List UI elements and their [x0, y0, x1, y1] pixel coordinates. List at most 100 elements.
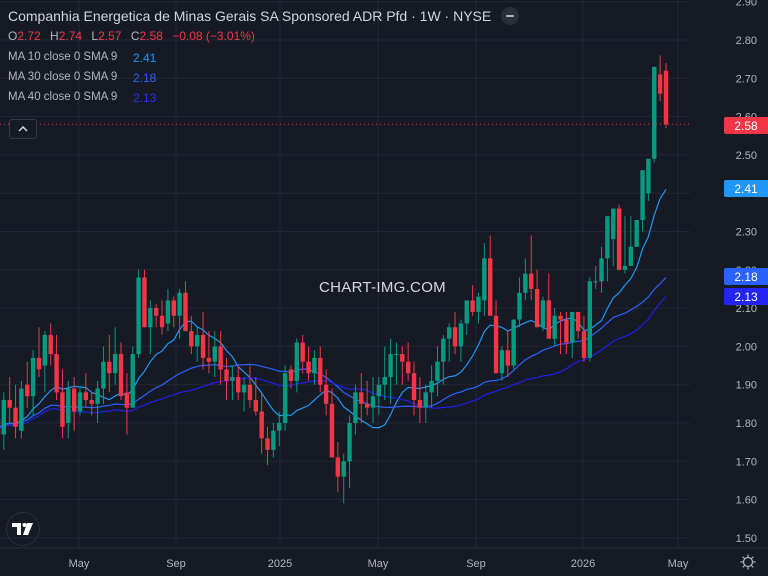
low-value: 2.57 — [98, 29, 122, 43]
candle — [95, 380, 100, 423]
candle — [89, 392, 94, 416]
candle — [318, 346, 323, 393]
candle — [42, 331, 48, 393]
candle — [30, 350, 36, 416]
candle — [130, 346, 135, 408]
candle — [165, 288, 171, 332]
candle — [417, 377, 423, 423]
candle — [458, 319, 464, 362]
x-tick-label: 2026 — [571, 558, 595, 570]
candle — [482, 242, 487, 316]
candle — [271, 423, 276, 458]
candle — [540, 296, 546, 332]
change-value: −0.08 (−3.01%) — [172, 29, 255, 43]
candle — [153, 304, 159, 328]
x-tick-label: 2025 — [268, 558, 292, 570]
candle — [359, 373, 364, 423]
candle — [142, 269, 147, 328]
candle — [552, 308, 557, 347]
indicator-label: MA 10 close 0 SMA 9 — [8, 51, 118, 63]
price-label: 2.58 — [724, 117, 768, 134]
candle — [253, 377, 258, 416]
candle — [394, 342, 399, 385]
candle — [101, 346, 106, 404]
candle — [429, 365, 434, 408]
candle — [112, 327, 118, 385]
tradingview-logo-icon — [12, 523, 33, 535]
tradingview-logo[interactable] — [6, 512, 40, 546]
candle — [353, 384, 358, 435]
candle — [7, 377, 12, 423]
x-tick-label: May — [69, 558, 90, 570]
candle — [441, 334, 446, 385]
candle — [171, 296, 176, 328]
chart-legend: Companhia Energetica de Minas Gerais SA … — [8, 6, 520, 105]
indicator-label: MA 30 close 0 SMA 9 — [8, 71, 118, 83]
y-tick-label: 2.10 — [736, 303, 757, 315]
candle — [605, 216, 610, 282]
candle — [77, 388, 83, 416]
candle — [464, 300, 469, 335]
low-label: L — [91, 29, 99, 43]
close-value: 2.58 — [139, 29, 163, 43]
candle — [581, 315, 587, 362]
x-tick-label: Sep — [166, 558, 186, 570]
candle — [546, 273, 551, 339]
candle — [405, 342, 411, 381]
candle — [118, 342, 124, 401]
y-tick-label: 2.70 — [736, 73, 757, 85]
candle — [646, 158, 651, 201]
symbol-title-row: Companhia Energetica de Minas Gerais SA … — [8, 6, 520, 26]
open-label: O — [8, 29, 18, 43]
ohlc-values: O2.72 H2.74 L2.57 C2.58 −0.08 (−3.01%) — [8, 29, 519, 45]
candle — [159, 300, 165, 335]
indicator-value: 2.41 — [133, 51, 157, 65]
y-tick-label: 1.70 — [736, 456, 757, 468]
candle — [36, 327, 42, 378]
candle — [218, 331, 223, 385]
price-label: 2.41 — [724, 180, 768, 197]
candle — [1, 392, 7, 450]
candle — [570, 311, 575, 358]
candle — [388, 338, 393, 404]
candle — [206, 331, 212, 374]
indicator-value: 2.13 — [133, 91, 157, 105]
legend-toggle-button[interactable] — [9, 119, 37, 139]
candle — [575, 311, 581, 339]
candle — [282, 365, 288, 431]
candle — [329, 388, 335, 458]
indicator-ma40[interactable]: MA 40 close 0 SMA 9 2.13 — [8, 91, 519, 105]
candle — [224, 357, 229, 401]
watermark: CHART-IMG.COM — [319, 279, 446, 296]
y-tick-label: 1.90 — [736, 380, 757, 392]
candle — [48, 323, 53, 366]
gear-icon[interactable] — [740, 554, 756, 575]
y-tick-label: 1.60 — [736, 495, 757, 507]
candle — [19, 380, 24, 439]
indicator-ma30[interactable]: MA 30 close 0 SMA 9 2.18 — [8, 71, 519, 85]
candle — [265, 426, 270, 466]
candle — [616, 204, 622, 270]
candle — [277, 411, 282, 446]
x-tick-label: May — [368, 558, 389, 570]
candle — [347, 415, 352, 489]
candle — [652, 66, 657, 163]
candle — [470, 285, 475, 316]
candle — [534, 269, 540, 328]
indicator-ma10[interactable]: MA 10 close 0 SMA 9 2.41 — [8, 51, 519, 65]
candle — [323, 369, 329, 416]
candle — [13, 384, 18, 439]
candle — [364, 380, 370, 416]
candle — [241, 377, 247, 412]
candle — [230, 365, 235, 401]
price-label: 2.13 — [724, 288, 768, 305]
candle — [505, 331, 510, 378]
symbol-title: Companhia Energetica de Minas Gerais SA … — [8, 8, 492, 24]
minus-icon[interactable] — [501, 7, 520, 25]
ma-line — [0, 189, 667, 429]
x-tick-label: May — [668, 558, 689, 570]
candle — [312, 350, 317, 385]
candle — [400, 346, 405, 385]
candle — [476, 292, 481, 324]
